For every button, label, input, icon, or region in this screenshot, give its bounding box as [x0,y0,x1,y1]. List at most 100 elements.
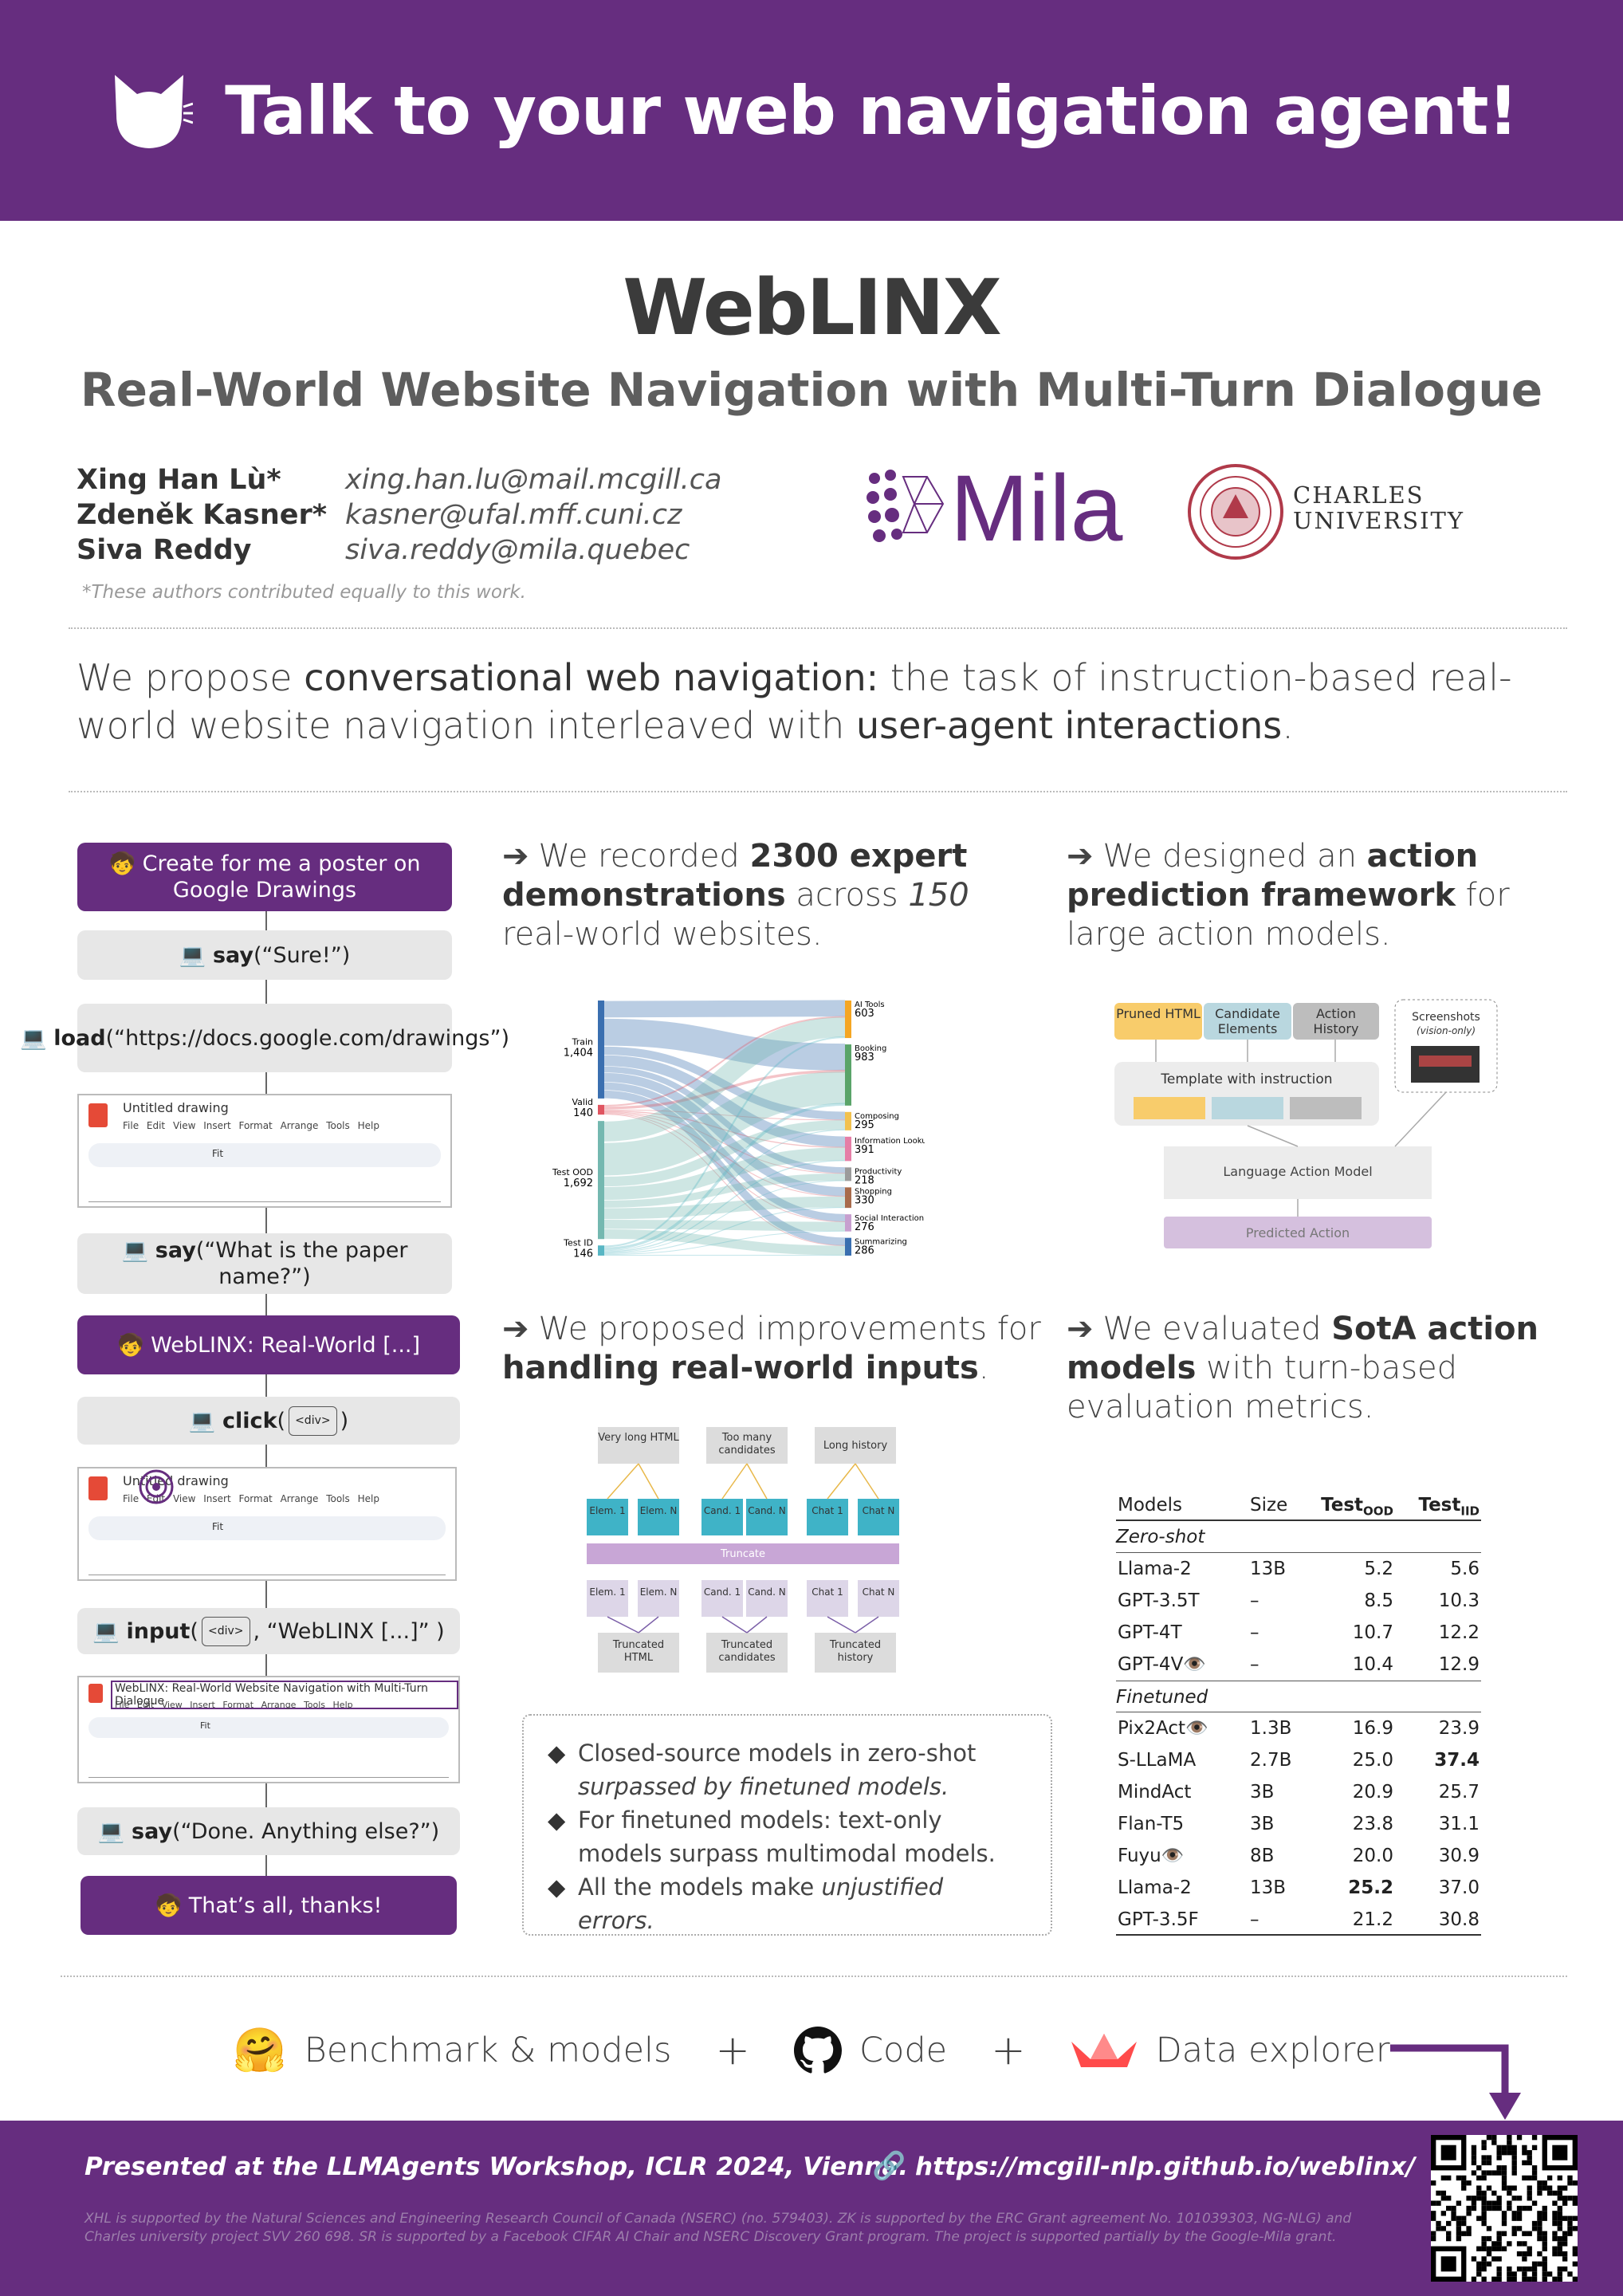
sankey-flow [603,1110,846,1148]
size-cell: – [1250,1590,1259,1611]
author-email[interactable]: kasner@ufal.mff.cuni.cz [345,499,682,531]
sankey-category-label: 218 [855,1174,874,1186]
project-url[interactable]: https://mcgill-nlp.github.io/weblinx/ [915,2152,1416,2181]
drawing-toolbar: Fit [88,1143,441,1167]
agent-load-bubble: 💻 load(“https://docs.google.com/drawings… [20,1004,509,1072]
sankey-flow [603,1229,846,1256]
sankey-flow [603,1230,846,1255]
benchmark-link[interactable]: 🤗 Benchmark & models [233,2025,672,2075]
drawing-toolbar: Fit [88,1717,449,1738]
size-cell: 3B [1250,1814,1275,1834]
data-explorer-link[interactable]: Data explorer [1070,2031,1390,2070]
action-history-box: Action History [1313,1006,1359,1036]
paper-title: WebLINX [623,263,1002,352]
cand-1-box: Cand. 1 [703,1586,741,1598]
truncated-history-box: Truncated history [829,1639,882,1664]
sankey-category-label: 391 [855,1144,874,1156]
model-cell: Fuyu👁️ [1118,1846,1185,1866]
table-header-row: Models Size TestOOD TestIID [1116,1489,1481,1521]
streamlit-crown-icon [1071,2034,1137,2067]
sankey-category-node [845,1167,851,1181]
sankey-split-node [598,1104,604,1115]
test-iid-cell: 5.6 [1450,1559,1480,1579]
finding-item: ◆ Closed-source models in zero-shot surpa… [548,1740,977,1800]
agent-say-bubble: 💻 say(“What is the paper name?”) [77,1233,452,1294]
drawings-doc-icon [88,1103,108,1127]
elem-n-box: Elem. N [639,1505,678,1516]
divider [69,791,1567,792]
sankey-split-node [598,1245,604,1256]
model-cell: S-LLaMA [1118,1750,1197,1771]
very-long-html-box: Very long HTML [598,1432,679,1444]
sankey-flow [603,1018,846,1071]
test-ood-cell: 10.7 [1352,1622,1393,1643]
col-header-models: Models [1118,1495,1183,1516]
sankey-category-label: 603 [855,1008,874,1020]
col-header-size: Size [1250,1495,1288,1516]
sankey-category-node [845,1136,851,1162]
long-history-box: Long history [823,1440,888,1452]
test-iid-cell: 30.8 [1438,1909,1480,1930]
sankey-category-node [845,1237,851,1256]
size-cell: 1.3B [1250,1718,1292,1739]
sankey-split-label: 1,692 [564,1177,593,1189]
google-drawings-screenshot: Untitled drawing File Edit View Insert F… [77,1467,457,1581]
size-cell: 3B [1250,1782,1275,1803]
test-iid-cell: 12.9 [1438,1654,1480,1675]
model-cell: GPT-3.5F [1118,1909,1199,1930]
sankey-flow [603,1109,846,1121]
test-ood-cell: 10.4 [1352,1654,1393,1675]
drawing-menu-bar: File Edit View Insert Format Arrange Too… [123,1493,379,1504]
sankey-split-node [598,1121,604,1240]
table-row: Llama-2 13B 25.2 37.0 [1116,1872,1481,1904]
cand-1-box: Cand. 1 [703,1505,741,1516]
section-framework: ➔ We designed an action prediction framew… [1067,838,1510,953]
code-link[interactable]: Code [794,2027,947,2074]
user-turn-bubble: 🧒 WebLINX: Real-World [...] [77,1315,460,1374]
finding-item: ◆ For finetuned models: text-only models … [548,1807,996,1867]
google-drawings-screenshot: Untitled drawing File Edit View Insert F… [77,1094,452,1208]
element-tag: <div> [289,1406,337,1436]
finetuned-section-label: Finetuned [1116,1681,1481,1712]
test-iid-cell: 37.0 [1438,1877,1480,1898]
sankey-category-label: 295 [855,1119,874,1131]
sankey-flow [603,1000,846,1018]
element-tag: <div> [201,1616,250,1646]
sankey-category-label: Social Interaction [855,1214,924,1223]
test-ood-cell: 21.2 [1352,1909,1393,1930]
footer-bar [0,2121,1623,2296]
sankey-split-node [598,1001,604,1099]
predicted-action-box: Predicted Action [1245,1225,1350,1240]
template-label: Template with instruction [1161,1071,1333,1087]
model-cell: GPT-4V👁️ [1118,1654,1206,1675]
sankey-category-label: Composing [855,1112,899,1121]
table-row: Fuyu👁️ 8B 20.0 30.9 [1116,1840,1481,1872]
section-evaluation: ➔ We evaluated SotA action models with tu… [1067,1311,1539,1425]
section-recorded-demos: ➔ We recorded 2300 expert demonstrations … [502,838,969,953]
table-row: Llama-2 13B 5.2 5.6 [1116,1553,1481,1585]
sankey-category-label: Summarizing [855,1238,907,1247]
table-row: Pix2Act👁️ 1.3B 16.9 23.9 [1116,1712,1481,1744]
google-drawings-screenshot: WebLINX: Real-World Website Navigation w… [77,1676,460,1783]
test-ood-cell: 20.9 [1352,1782,1393,1803]
elem-1-box: Elem. 1 [589,1505,626,1516]
size-cell: – [1250,1622,1259,1643]
top-banner: Talk to your web navigation agent! [0,0,1623,221]
sankey-flow [603,1180,846,1253]
size-cell: – [1250,1909,1259,1930]
sankey-split-label: 140 [573,1107,593,1119]
drawing-title-typed: WebLINX: Real-World Website Navigation w… [111,1681,458,1709]
author-email[interactable]: siva.reddy@mila.quebec [345,534,690,566]
sankey-flow [603,1111,846,1197]
table-row: GPT-3.5F – 21.2 30.8 [1116,1904,1481,1936]
author-email[interactable]: xing.han.lu@mail.mcgill.ca [345,464,722,496]
divider [69,627,1567,629]
test-iid-cell: 10.3 [1438,1590,1480,1611]
divider [61,1976,1567,1977]
sankey-flow [603,1173,846,1208]
intro-statement: We propose conversational web navigation… [77,656,1512,747]
hugging-face-icon: 🤗 [233,2025,287,2075]
test-ood-cell: 20.0 [1352,1846,1393,1866]
table-row: S-LLaMA 2.7B 25.0 37.4 [1116,1744,1481,1776]
qr-code-icon[interactable] [1431,2135,1578,2282]
